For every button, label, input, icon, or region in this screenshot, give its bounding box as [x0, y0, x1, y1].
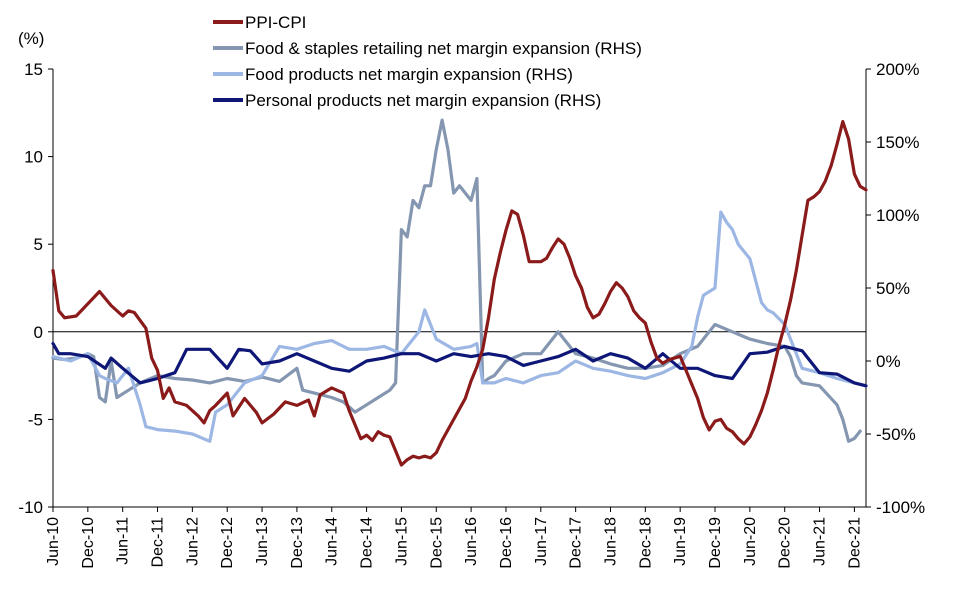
left-tick-label: 0 [34, 323, 43, 342]
axes: 15 10 5 0 -5 -10 200% 150% 100% 50% 0% -50% -100% Jun… [18, 60, 925, 569]
right-tick-label: 100% [876, 206, 919, 225]
x-tick-label: Dec-13 [289, 517, 306, 569]
x-tick-label: Dec-19 [707, 517, 724, 569]
x-tick-label: Dec-15 [428, 517, 445, 569]
left-axis-unit-label: (%) [18, 29, 44, 48]
right-tick-label: -100% [876, 498, 925, 517]
series-line-food-staples-retailing-net-margin-expansion-rhs [51, 118, 862, 443]
x-tick-label: Dec-20 [777, 517, 794, 569]
series-line-personal-products-net-margin-expansion-rhs [51, 341, 868, 388]
legend-label-food-products-net-margin-expansion-rhs: Food products net margin expansion (RHS) [245, 65, 573, 84]
x-tick-label: Dec-17 [568, 517, 585, 569]
right-tick-label: 200% [876, 60, 919, 79]
series-line-food-products-net-margin-expansion-rhs [51, 210, 868, 443]
x-tick-label: Jun-14 [324, 517, 341, 566]
legend-label-ppi-cpi: PPI-CPI [245, 13, 306, 32]
x-tick-label: Jun-16 [463, 517, 480, 566]
x-tick-label: Dec-21 [846, 517, 863, 569]
series-lines [51, 118, 868, 467]
right-tick-label: -50% [876, 425, 916, 444]
x-tick-label: Jun-21 [812, 517, 829, 566]
x-tick-label: Jun-20 [742, 517, 759, 566]
right-tick-label: 150% [876, 133, 919, 152]
x-tick-label: Jun-11 [115, 517, 132, 565]
x-tick-label: Jun-18 [602, 517, 619, 566]
x-tick-label: Dec-12 [219, 517, 236, 569]
x-tick-label: Jun-10 [45, 517, 62, 566]
x-tick-label: Jun-12 [184, 517, 201, 566]
left-tick-label: -5 [28, 410, 43, 429]
x-tick-label: Dec-11 [150, 517, 167, 567]
x-tick-label: Dec-14 [359, 517, 376, 569]
x-tick-label: Jun-17 [533, 517, 550, 566]
left-tick-label: 10 [24, 148, 43, 167]
legend-label-personal-products-net-margin-expansion-rhs: Personal products net margin expansion (… [245, 91, 601, 110]
legend-label-food-staples-retailing-net-margin-expansion-rhs: Food & staples retailing net margin expa… [245, 39, 642, 58]
x-tick-label: Dec-10 [80, 517, 97, 569]
x-tick-label: Jun-15 [393, 517, 410, 566]
left-tick-label: -10 [18, 498, 43, 517]
left-tick-label: 15 [24, 60, 43, 79]
x-tick-label: Jun-13 [254, 517, 271, 566]
x-tick-label: Jun-19 [672, 517, 689, 566]
left-tick-label: 5 [34, 235, 43, 254]
legend: PPI-CPI Food & staples retailing net marg… [213, 13, 642, 110]
x-tick-label: Dec-18 [637, 517, 654, 569]
series-line-ppi-cpi [51, 120, 868, 467]
x-tick-label: Dec-16 [498, 517, 515, 569]
right-tick-label: 0% [876, 352, 901, 371]
right-tick-label: 50% [876, 279, 910, 298]
